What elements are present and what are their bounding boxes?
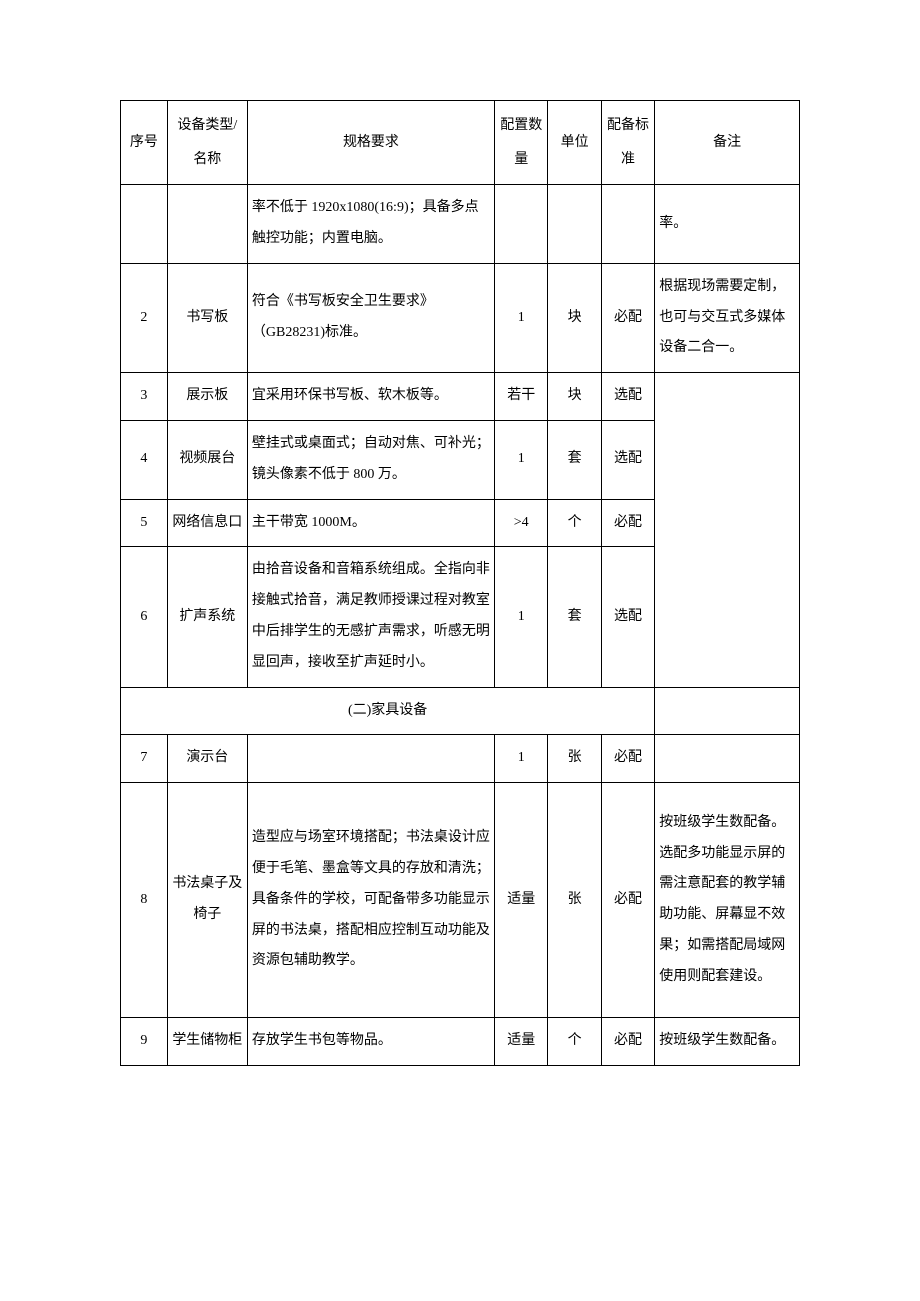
cell-seq: 2 (121, 263, 168, 372)
cell-unit: 套 (548, 547, 601, 687)
cell-unit: 张 (548, 735, 601, 783)
cell-name: 视频展台 (167, 420, 247, 499)
header-qty: 配置数量 (495, 101, 548, 185)
cell-spec (247, 735, 494, 783)
cell-seq: 7 (121, 735, 168, 783)
cell-seq: 4 (121, 420, 168, 499)
table-row: 7 演示台 1 张 必配 (121, 735, 800, 783)
cell-unit (548, 185, 601, 264)
cell-spec: 主干带宽 1000M。 (247, 499, 494, 547)
cell-std: 必配 (601, 1018, 654, 1066)
cell-name (167, 185, 247, 264)
cell-std (601, 185, 654, 264)
cell-qty: 若干 (495, 373, 548, 421)
cell-qty: 1 (495, 420, 548, 499)
table-row: 8 书法桌子及椅子 造型应与场室环境搭配；书法桌设计应便于毛笔、墨盒等文具的存放… (121, 783, 800, 1018)
cell-unit: 个 (548, 1018, 601, 1066)
cell-unit: 套 (548, 420, 601, 499)
cell-note (655, 373, 800, 687)
cell-note: 率。 (655, 185, 800, 264)
cell-std: 必配 (601, 783, 654, 1018)
table-header-row: 序号 设备类型/名称 规格要求 配置数量 单位 配备标准 备注 (121, 101, 800, 185)
header-spec: 规格要求 (247, 101, 494, 185)
cell-spec: 宜采用环保书写板、软木板等。 (247, 373, 494, 421)
header-name: 设备类型/名称 (167, 101, 247, 185)
table-row: 率不低于 1920x1080(16:9)；具备多点触控功能；内置电脑。 率。 (121, 185, 800, 264)
cell-std: 选配 (601, 373, 654, 421)
section-label: (二)家具设备 (121, 687, 655, 735)
cell-unit: 个 (548, 499, 601, 547)
section-row: (二)家具设备 (121, 687, 800, 735)
header-std: 配备标准 (601, 101, 654, 185)
cell-seq: 6 (121, 547, 168, 687)
cell-spec: 壁挂式或桌面式；自动对焦、可补光；镜头像素不低于 800 万。 (247, 420, 494, 499)
cell-spec: 符合《书写板安全卫生要求》（GB28231)标准。 (247, 263, 494, 372)
cell-std: 选配 (601, 420, 654, 499)
cell-qty (495, 185, 548, 264)
cell-std: 必配 (601, 263, 654, 372)
equipment-table: 序号 设备类型/名称 规格要求 配置数量 单位 配备标准 备注 率不低于 192… (120, 100, 800, 1066)
cell-name: 学生储物柜 (167, 1018, 247, 1066)
cell-note (655, 687, 800, 735)
cell-unit: 块 (548, 373, 601, 421)
cell-std: 必配 (601, 735, 654, 783)
cell-note: 根据现场需要定制，也可与交互式多媒体设备二合一。 (655, 263, 800, 372)
cell-qty: >4 (495, 499, 548, 547)
table-body: 率不低于 1920x1080(16:9)；具备多点触控功能；内置电脑。 率。 2… (121, 185, 800, 1066)
cell-seq: 9 (121, 1018, 168, 1066)
cell-unit: 块 (548, 263, 601, 372)
table-row: 3 展示板 宜采用环保书写板、软木板等。 若干 块 选配 (121, 373, 800, 421)
cell-spec: 率不低于 1920x1080(16:9)；具备多点触控功能；内置电脑。 (247, 185, 494, 264)
cell-name: 扩声系统 (167, 547, 247, 687)
cell-unit: 张 (548, 783, 601, 1018)
cell-seq: 3 (121, 373, 168, 421)
cell-name: 书法桌子及椅子 (167, 783, 247, 1018)
cell-note: 按班级学生数配备。 (655, 1018, 800, 1066)
cell-qty: 适量 (495, 1018, 548, 1066)
cell-spec: 造型应与场室环境搭配；书法桌设计应便于毛笔、墨盒等文具的存放和清洗；具备条件的学… (247, 783, 494, 1018)
table-row: 2 书写板 符合《书写板安全卫生要求》（GB28231)标准。 1 块 必配 根… (121, 263, 800, 372)
cell-seq (121, 185, 168, 264)
cell-name: 展示板 (167, 373, 247, 421)
cell-qty: 1 (495, 735, 548, 783)
cell-name: 演示台 (167, 735, 247, 783)
table-row: 9 学生储物柜 存放学生书包等物品。 适量 个 必配 按班级学生数配备。 (121, 1018, 800, 1066)
cell-seq: 8 (121, 783, 168, 1018)
cell-qty: 1 (495, 263, 548, 372)
cell-name: 网络信息口 (167, 499, 247, 547)
cell-qty: 适量 (495, 783, 548, 1018)
cell-seq: 5 (121, 499, 168, 547)
header-seq: 序号 (121, 101, 168, 185)
cell-spec: 由拾音设备和音箱系统组成。全指向非接触式拾音，满足教师授课过程对教室中后排学生的… (247, 547, 494, 687)
cell-spec: 存放学生书包等物品。 (247, 1018, 494, 1066)
cell-name: 书写板 (167, 263, 247, 372)
header-unit: 单位 (548, 101, 601, 185)
cell-note: 按班级学生数配备。选配多功能显示屏的需注意配套的教学辅助功能、屏幕显不效果；如需… (655, 783, 800, 1018)
header-note: 备注 (655, 101, 800, 185)
cell-std: 必配 (601, 499, 654, 547)
cell-note (655, 735, 800, 783)
cell-std: 选配 (601, 547, 654, 687)
cell-qty: 1 (495, 547, 548, 687)
